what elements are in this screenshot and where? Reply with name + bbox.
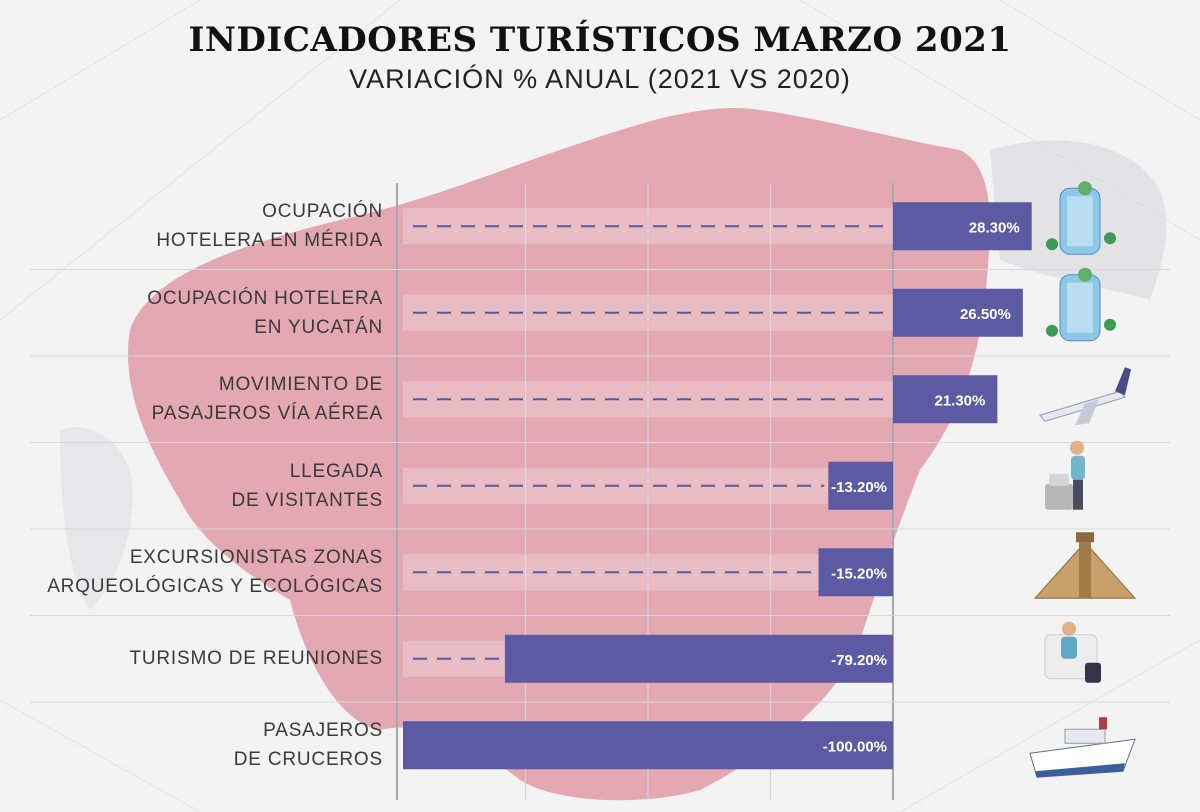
bar-1 (893, 288, 1023, 337)
row-band (403, 208, 893, 245)
hotel-icon (1046, 181, 1116, 255)
bar-2 (893, 375, 998, 424)
data-label: -79.20% (831, 652, 887, 669)
category-label: OCUPACIÓN HOTELERA EN YUCATÁN (147, 287, 383, 338)
meeting-icon (1044, 621, 1101, 683)
data-label: -15.20% (831, 565, 887, 582)
category-label: TURISMO DE REUNIONES (129, 648, 383, 670)
data-label: -100.00% (823, 738, 887, 755)
data-label: 26.50% (960, 306, 1011, 323)
category-label: PASAJEROS DE CRUCEROS (233, 720, 383, 771)
bar-5 (504, 634, 893, 683)
chart-title: INDICADORES TURÍSTICOS MARZO 2021 (188, 20, 1012, 60)
category-label: MOVIMIENTO DE PASAJEROS VÍA AÉREA (151, 374, 383, 425)
bar-0 (893, 202, 1032, 251)
row-band (403, 294, 893, 331)
bar-6 (403, 721, 893, 770)
chart-subtitle: VARIACIÓN % ANUAL (2021 VS 2020) (349, 64, 851, 94)
hotel-icon (1046, 267, 1116, 342)
bar-3 (828, 461, 893, 510)
pyramid-icon (1033, 532, 1137, 599)
category-label: OCUPACIÓN HOTELERA EN MÉRIDA (156, 201, 383, 252)
data-label: 28.30% (969, 219, 1020, 236)
category-label: LLEGADA DE VISITANTES (231, 460, 383, 511)
airplane-icon (1039, 367, 1131, 426)
bar-4 (818, 548, 893, 597)
category-label: EXCURSIONISTAS ZONAS ARQUEOLÓGICAS Y ECO… (47, 547, 383, 598)
yucatan-map-shape (128, 108, 990, 801)
row-band (403, 381, 893, 418)
row-band (403, 467, 893, 504)
row-band (403, 554, 893, 591)
data-label: 21.30% (934, 392, 985, 409)
data-label: -13.20% (831, 479, 887, 496)
cruise-ship-icon (1029, 717, 1136, 778)
traveler-luggage-icon (1045, 440, 1085, 510)
